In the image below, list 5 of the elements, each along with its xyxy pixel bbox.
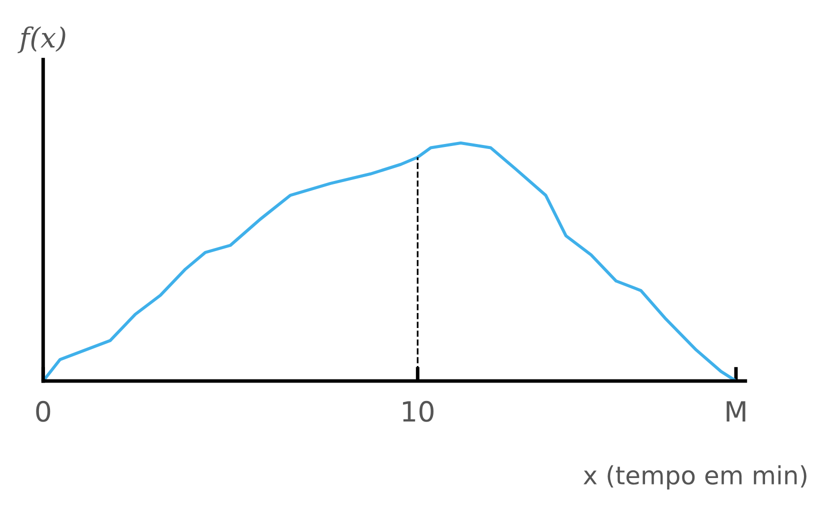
x-tick-label: 10: [403, 400, 434, 422]
x-axis-title: x (tempo em min): [584, 465, 806, 490]
y-axis-title: f(x): [18, 26, 66, 54]
x-tick-label: 0: [36, 400, 50, 422]
x-tick-label: M: [726, 401, 746, 422]
